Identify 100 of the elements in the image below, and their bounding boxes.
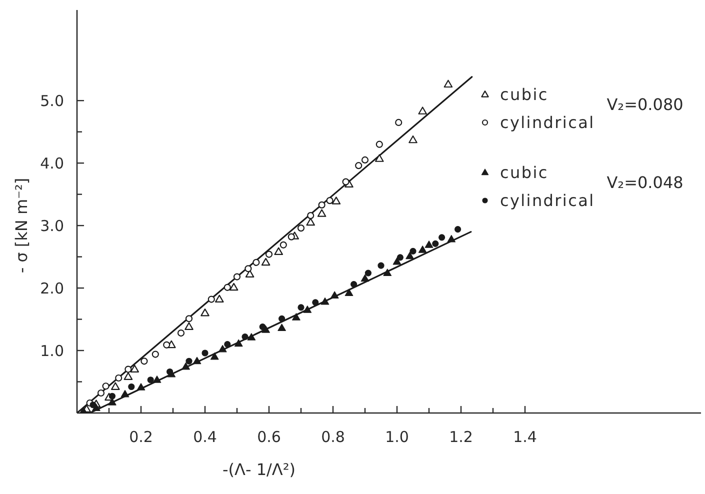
point (186, 358, 192, 364)
y-tick-label: 4.0 (40, 154, 64, 173)
point (177, 329, 185, 337)
point (265, 250, 273, 258)
point (364, 270, 372, 276)
y-tick-label: 2.0 (40, 280, 64, 298)
point (182, 362, 190, 370)
point (438, 234, 446, 241)
point (208, 296, 215, 303)
legend-label: cubic (500, 84, 548, 104)
point (147, 376, 154, 384)
point (288, 233, 295, 240)
point (234, 339, 243, 347)
y-tick-label: 3.0 (40, 217, 64, 236)
point (262, 326, 270, 333)
legend-label: cubic (500, 162, 548, 182)
point (312, 299, 319, 306)
point (259, 323, 266, 330)
point (361, 156, 369, 164)
y-tick-label: 1.0 (40, 342, 64, 360)
point (261, 258, 270, 266)
point (124, 372, 133, 380)
point (97, 389, 105, 397)
point (376, 140, 383, 148)
point (392, 258, 402, 265)
point (124, 366, 132, 373)
point (202, 350, 208, 356)
legend-label: cylindrical (500, 190, 595, 210)
point (424, 240, 434, 248)
point (210, 352, 219, 360)
point (307, 212, 314, 220)
point (140, 358, 148, 365)
point (108, 392, 116, 400)
y-tick-label: 5.0 (40, 92, 64, 110)
point (163, 341, 170, 348)
point (278, 324, 286, 331)
point (318, 201, 326, 208)
x-tick-label: 0.8 (321, 428, 345, 446)
point (375, 154, 384, 162)
point (215, 294, 224, 302)
point (344, 288, 354, 296)
point (406, 252, 414, 260)
point (317, 209, 326, 217)
point (278, 315, 286, 322)
point (218, 344, 227, 352)
point (166, 368, 174, 376)
point (360, 274, 370, 282)
point (152, 376, 162, 383)
point (303, 306, 312, 313)
point (378, 262, 384, 269)
point (233, 273, 241, 280)
point (444, 80, 453, 88)
legend-label: cylindrical (500, 112, 595, 132)
point (418, 246, 427, 253)
point (383, 268, 392, 276)
point (185, 315, 193, 322)
x-tick-label: 0.2 (129, 428, 153, 446)
point (432, 240, 439, 247)
point (244, 265, 252, 272)
x-tick-label: 1.4 (513, 428, 537, 446)
annotation: V₂=0.048 (606, 172, 684, 192)
point (274, 247, 283, 256)
point (355, 162, 362, 170)
point (224, 340, 231, 348)
x-tick-label: 1.2 (449, 428, 473, 446)
point (200, 308, 210, 316)
x-tick-label: 1.0 (385, 428, 409, 446)
point (326, 197, 334, 204)
point (130, 364, 139, 372)
point (395, 118, 402, 126)
point (120, 390, 130, 398)
point (454, 226, 462, 233)
point (152, 350, 159, 358)
point (111, 382, 120, 390)
point (247, 333, 256, 340)
point (320, 297, 330, 305)
y-axis-title: - σ [kN m⁻²] (12, 178, 31, 274)
point (128, 383, 135, 390)
point (418, 106, 427, 114)
point (102, 382, 110, 390)
point (242, 333, 248, 340)
point (224, 284, 231, 291)
point (90, 402, 96, 408)
point (245, 270, 254, 278)
point (297, 224, 305, 232)
point (136, 383, 146, 390)
point (280, 241, 287, 248)
point (332, 196, 341, 204)
point (408, 135, 418, 144)
point (410, 248, 416, 254)
annotation: V₂=0.080 (606, 94, 684, 114)
x-tick-label: 0.4 (193, 428, 217, 446)
point (184, 322, 194, 330)
point (229, 282, 238, 291)
point (396, 254, 404, 261)
point (330, 291, 339, 298)
point (298, 304, 304, 311)
point (292, 313, 300, 320)
point (252, 258, 260, 266)
point (192, 356, 202, 364)
